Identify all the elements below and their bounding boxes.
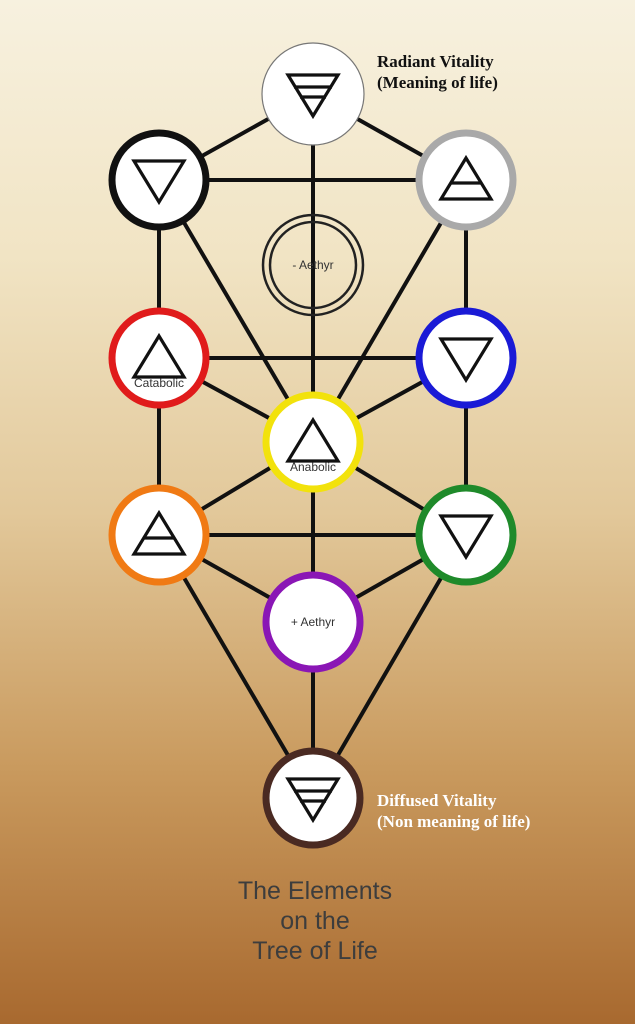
node-upper-left	[108, 129, 210, 231]
node-ring	[262, 571, 364, 673]
node-ring	[415, 307, 517, 409]
node-aethyr-plus: + Aethyr	[262, 571, 364, 673]
path-lower-right-to-bottom	[311, 533, 468, 800]
node-ring	[108, 484, 210, 586]
top-annotation-line2: (Meaning of life)	[377, 73, 498, 92]
top-annotation-line1: Radiant Vitality	[377, 52, 494, 71]
node-label-aethyr-plus: + Aethyr	[291, 615, 335, 629]
node-lower-left	[108, 484, 210, 586]
node-hidden: - Aethyr	[261, 213, 365, 317]
node-lower-right	[415, 484, 517, 586]
node-ring	[415, 484, 517, 586]
hidden-inner-ring	[268, 220, 358, 310]
path-lower-left-to-bottom	[157, 533, 315, 800]
water-symbol-icon	[131, 159, 187, 206]
node-center: Anabolic	[262, 391, 364, 493]
diagram-title: The Elements on the Tree of Life	[200, 876, 430, 966]
node-ring	[108, 129, 210, 231]
node-ring	[262, 43, 364, 145]
node-middle-right	[415, 307, 517, 409]
node-upper-right	[415, 129, 517, 231]
node-ring	[262, 391, 364, 493]
node-middle-left: Catabolic	[108, 307, 210, 409]
title-line2: on the	[280, 907, 350, 935]
node-label-middle-left: Catabolic	[134, 376, 184, 390]
node-bottom	[262, 747, 364, 849]
node-ring	[108, 307, 210, 409]
air-symbol-icon	[438, 154, 494, 201]
bottom-annotation-line2: (Non meaning of life)	[377, 812, 531, 831]
node-ring	[415, 129, 517, 231]
node-ring	[262, 747, 364, 849]
bottom-annotation-line1: Diffused Vitality	[377, 791, 497, 810]
node-outline	[261, 42, 365, 146]
top-annotation: Radiant Vitality (Meaning of life)	[377, 51, 498, 93]
path-upper-right-to-center	[311, 178, 468, 444]
water-symbol-icon	[438, 514, 494, 561]
node-top	[261, 42, 365, 146]
bottom-annotation: Diffused Vitality (Non meaning of life)	[377, 790, 530, 832]
path-upper-left-to-center	[157, 178, 315, 444]
nodes-group: - Aethyr Catabolic Anabolic + Aethyr	[108, 42, 517, 849]
fire-symbol-icon	[131, 332, 187, 379]
hidden-outer-ring	[261, 213, 365, 317]
air-symbol-icon	[131, 509, 187, 556]
fire-symbol-icon	[285, 416, 341, 463]
title-line3: Tree of Life	[252, 937, 378, 965]
node-label-center: Anabolic	[290, 460, 336, 474]
title-line1: The Elements	[237, 877, 393, 905]
water-symbol-icon	[438, 337, 494, 384]
node-label-hidden: - Aethyr	[292, 258, 333, 272]
